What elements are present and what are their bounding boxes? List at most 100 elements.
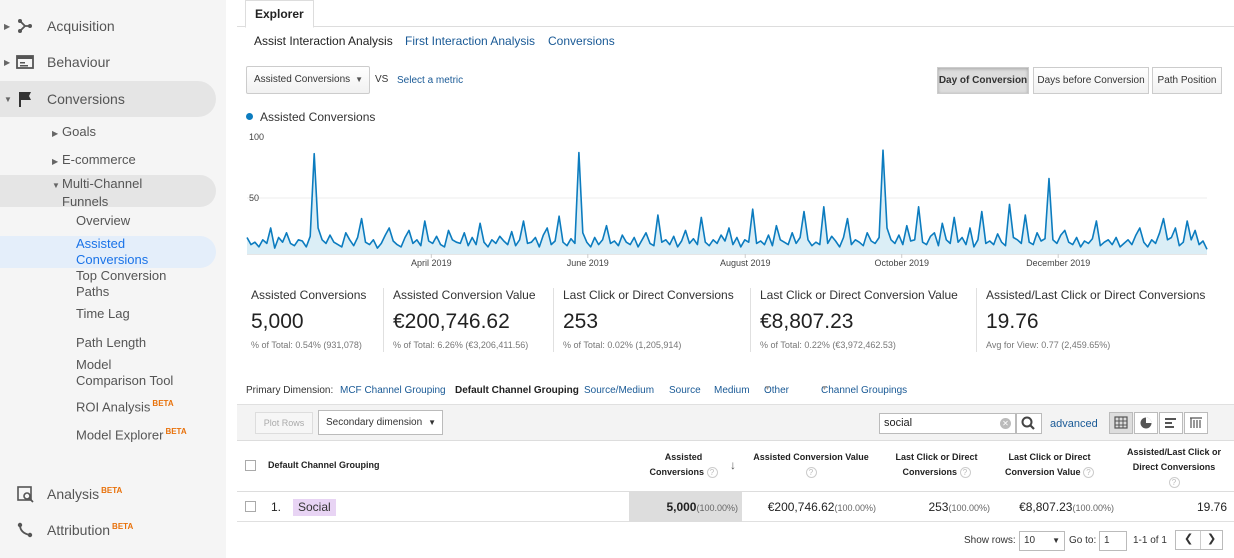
- column-header-assisted-value[interactable]: Assisted Conversion Value ?: [747, 450, 875, 480]
- scorecard-title: Assisted Conversion Value: [393, 288, 536, 302]
- nav-acquisition[interactable]: ▶ Acquisition: [0, 8, 226, 44]
- show-rows-select[interactable]: 10 ▼: [1019, 531, 1065, 551]
- beta-badge: BETA: [152, 399, 174, 408]
- channel-link-social[interactable]: Social: [293, 499, 336, 516]
- table-row[interactable]: 1. Social 5,000(100.00%) €200,746.62(100…: [237, 492, 1234, 522]
- scorecard-title: Last Click or Direct Conversion Value: [760, 288, 958, 302]
- series-line: [246, 149, 1208, 250]
- scorecard-ratio: Assisted/Last Click or Direct Conversion…: [986, 288, 1205, 354]
- scorecard-assisted-conversions: Assisted Conversions 5,000 % of Total: 0…: [251, 288, 366, 354]
- pie-view-button[interactable]: [1134, 412, 1158, 434]
- subtab-assist-interaction[interactable]: Assist Interaction Analysis: [254, 34, 393, 48]
- bar-chart-icon: [1165, 418, 1176, 428]
- col-header-line: Conversions: [649, 467, 704, 477]
- nav-overview[interactable]: Overview: [76, 213, 131, 228]
- nav-attribution[interactable]: Attribution BETA: [0, 512, 226, 548]
- help-icon[interactable]: ?: [959, 467, 971, 478]
- nav-time-lag[interactable]: Time Lag: [76, 306, 130, 321]
- main-content: Explorer Assist Interaction Analysis Fir…: [237, 0, 1234, 558]
- collapse-caret-icon: ▼: [4, 94, 12, 104]
- nav-conversions[interactable]: ▼ Conversions: [0, 81, 216, 117]
- column-header-last-click-value[interactable]: Last Click or Direct Conversion Value ?: [997, 450, 1102, 480]
- subtab-conversions[interactable]: Conversions: [548, 34, 615, 48]
- select-all-checkbox[interactable]: [245, 460, 256, 471]
- table-toolbar: Plot Rows Secondary dimension ▼ social ✕…: [237, 404, 1234, 440]
- attribution-icon: [17, 522, 33, 538]
- scorecard-value: 5,000: [251, 310, 304, 333]
- line-chart[interactable]: 100 50 April 2019 June 2019 August 2019 Oct…: [237, 128, 1234, 273]
- nav-model-explorer[interactable]: Model Explorer BETA: [76, 424, 206, 443]
- cell-value: €8,807.23: [1019, 500, 1073, 514]
- help-icon[interactable]: ?: [805, 467, 817, 478]
- pivot-view-button[interactable]: [1184, 412, 1208, 434]
- pivot-icon: [1190, 417, 1202, 428]
- grid-icon: [1114, 416, 1128, 429]
- prev-page-icon[interactable]: ❮: [1184, 533, 1194, 545]
- y-tick-50: 50: [249, 193, 259, 203]
- cell-last-click-conversions: 253(100.00%): [887, 492, 990, 522]
- x-tick-label: August 2019: [720, 258, 771, 268]
- dim-source[interactable]: Source: [669, 385, 701, 396]
- column-header-assisted-conversions[interactable]: Assisted Conversions ?: [637, 450, 730, 480]
- select-metric-link[interactable]: Select a metric: [397, 75, 464, 86]
- nav-roi-analysis[interactable]: ROI Analysis BETA: [76, 396, 206, 415]
- search-button[interactable]: [1016, 413, 1042, 434]
- cell-percent: (100.00%): [948, 503, 990, 513]
- dim-default-channel-grouping[interactable]: Default Channel Grouping: [455, 385, 579, 396]
- path-position-button[interactable]: Path Position: [1152, 67, 1222, 94]
- primary-dimension-label: Primary Dimension:: [246, 385, 334, 396]
- nav-assisted-conversions[interactable]: Assisted Conversions: [76, 236, 206, 268]
- column-header-last-click-conversions[interactable]: Last Click or Direct Conversions ?: [885, 450, 988, 480]
- nav-mcf-label-2: Funnels: [62, 194, 109, 209]
- x-tick-label: October 2019: [874, 258, 929, 268]
- dim-source-medium[interactable]: Source/Medium: [584, 385, 655, 396]
- nav-ecommerce[interactable]: ▶ E-commerce: [52, 152, 136, 167]
- sort-descending-icon[interactable]: ↓: [730, 458, 736, 472]
- nav-model-label-2: Comparison Tool: [76, 373, 174, 388]
- cell-assisted-conversions: 5,000(100.00%): [629, 492, 738, 522]
- row-checkbox[interactable]: [245, 501, 256, 512]
- nav-top-conversion-paths[interactable]: Top Conversion Paths: [76, 268, 206, 300]
- tab-explorer[interactable]: Explorer: [245, 0, 314, 28]
- column-header-dimension[interactable]: Default Channel Grouping: [268, 460, 380, 470]
- days-before-conversion-button[interactable]: Days before Conversion: [1033, 67, 1149, 94]
- dim-medium[interactable]: Medium: [714, 385, 750, 396]
- secondary-dimension-label: Secondary dimension: [326, 417, 423, 428]
- plot-rows-button[interactable]: Plot Rows: [255, 412, 313, 434]
- day-of-conversion-button[interactable]: Day of Conversion: [937, 67, 1029, 94]
- nav-analysis[interactable]: Analysis BETA: [0, 476, 226, 512]
- nav-conversions-label: Conversions: [47, 91, 125, 107]
- table-header: Default Channel Grouping Assisted Conver…: [237, 440, 1234, 492]
- table-view-button[interactable]: [1109, 412, 1133, 434]
- subtab-first-interaction[interactable]: First Interaction Analysis: [405, 34, 536, 48]
- beta-badge: BETA: [165, 427, 187, 436]
- clear-search-icon[interactable]: ✕: [1000, 418, 1011, 429]
- sidebar: ▶ Acquisition ▶ Behaviour ▼ Conversions …: [0, 0, 226, 558]
- table-search-input[interactable]: social ✕: [879, 413, 1016, 434]
- nav-top-label-2: Paths: [76, 284, 110, 299]
- help-icon[interactable]: ?: [1168, 477, 1180, 488]
- y-tick-100: 100: [249, 132, 264, 142]
- scorecard-subtext: % of Total: 0.22% (€3,972,462.53): [760, 340, 896, 350]
- secondary-dimension-dropdown[interactable]: Secondary dimension ▼: [318, 410, 443, 435]
- nav-goals[interactable]: ▶ Goals: [52, 124, 96, 139]
- nav-model-comparison[interactable]: Model Comparison Tool: [76, 357, 206, 389]
- cell-value: €200,746.62: [767, 500, 835, 514]
- nav-multi-channel-funnels[interactable]: ▼ Multi-Channel Funnels: [52, 176, 142, 210]
- nav-path-length[interactable]: Path Length: [76, 335, 147, 350]
- column-header-ratio[interactable]: Assisted/Last Click or Direct Conversion…: [1117, 445, 1231, 490]
- scorecard-title: Assisted/Last Click or Direct Conversion…: [986, 288, 1206, 302]
- advanced-filter-link[interactable]: advanced: [1050, 418, 1098, 430]
- goto-input[interactable]: 1: [1099, 531, 1127, 551]
- help-icon[interactable]: ?: [706, 467, 718, 478]
- nav-behaviour[interactable]: ▶ Behaviour: [0, 44, 226, 80]
- metric-dropdown[interactable]: Assisted Conversions ▼: [246, 66, 370, 94]
- analysis-icon: [17, 486, 34, 503]
- dim-mcf-channel-grouping[interactable]: MCF Channel Grouping: [340, 385, 446, 396]
- goto-value: 1: [1104, 535, 1110, 546]
- next-page-icon[interactable]: ❯: [1207, 533, 1217, 545]
- bar-view-button[interactable]: [1159, 412, 1183, 434]
- chart-legend: Assisted Conversions: [246, 110, 375, 124]
- help-icon[interactable]: ?: [1083, 467, 1095, 478]
- chevron-down-icon: ▼: [355, 75, 363, 84]
